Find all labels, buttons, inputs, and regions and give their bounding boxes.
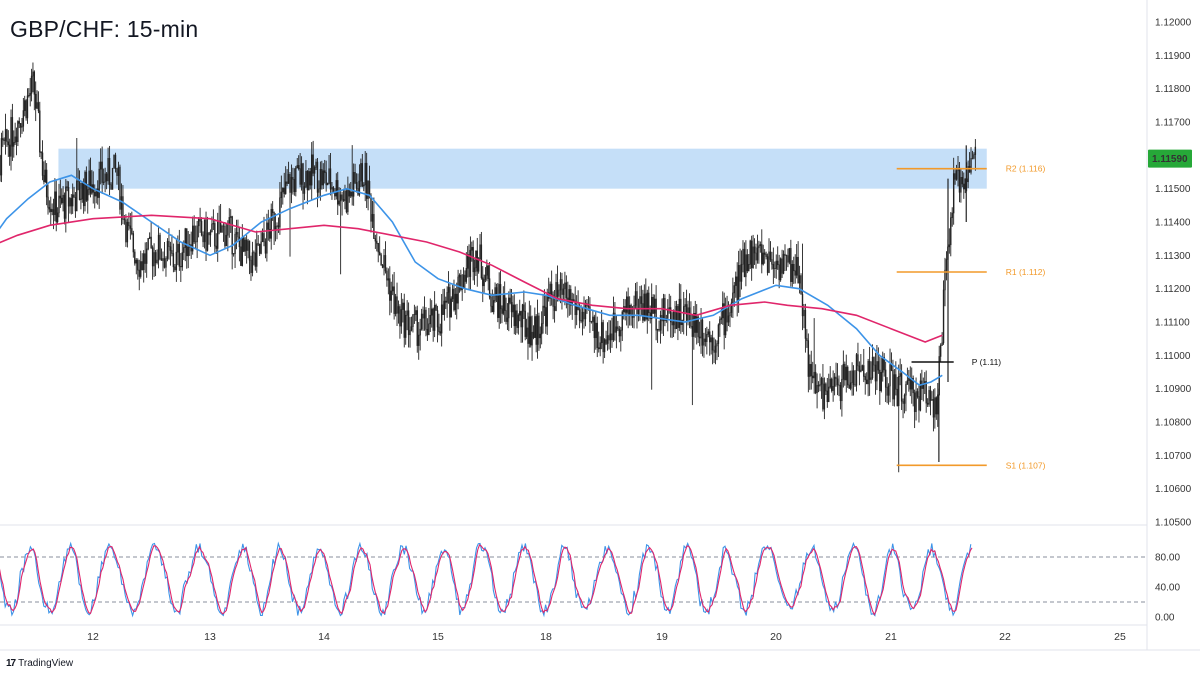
price-badge xyxy=(1148,149,1192,168)
chart-title: GBP/CHF: 15-min xyxy=(10,16,199,42)
date-tick-label: 20 xyxy=(770,631,782,643)
date-tick-label: 22 xyxy=(999,631,1011,643)
date-tick-label: 25 xyxy=(1114,631,1126,643)
price-tick-label: 1.10900 xyxy=(1155,384,1192,395)
price-tick-label: 1.11400 xyxy=(1155,218,1191,229)
price-pane[interactable]: R2 (1.116) R1 (1.112) P (1.11) S1 (1.107) xyxy=(0,62,1046,473)
stochastic-tick-label: 80.00 xyxy=(1155,553,1180,564)
price-tick-label: 1.10800 xyxy=(1155,418,1192,429)
brand-label: TradingView xyxy=(18,658,74,669)
date-tick-label: 19 xyxy=(656,631,668,643)
level-label-s1: S1 (1.107) xyxy=(1006,460,1046,470)
stochastic-d-line xyxy=(0,544,973,616)
tradingview-brand[interactable]: 17 TradingView xyxy=(6,658,73,669)
price-tick-label: 1.10600 xyxy=(1155,484,1192,495)
level-label-r2: R2 (1.116) xyxy=(1006,164,1046,174)
price-tick-label: 1.11000 xyxy=(1155,351,1191,362)
price-tick-label: 1.10700 xyxy=(1155,451,1192,462)
date-tick-label: 18 xyxy=(540,631,552,643)
price-tick-label: 1.11900 xyxy=(1155,51,1191,62)
date-tick-label: 12 xyxy=(87,631,99,643)
price-tick-label: 1.12000 xyxy=(1155,18,1192,29)
moving-average-fast xyxy=(0,174,943,387)
price-tick-label: 1.11300 xyxy=(1155,251,1191,262)
stochastic-k-line xyxy=(0,541,972,618)
tradingview-logo-icon: 17 xyxy=(6,658,16,669)
level-label-r1: R1 (1.112) xyxy=(1006,267,1046,277)
price-badge-text: 1.11590 xyxy=(1152,154,1188,165)
stochastic-tick-label: 0.00 xyxy=(1155,613,1175,624)
price-tick-label: 1.11500 xyxy=(1155,184,1191,195)
price-tick-label: 1.11800 xyxy=(1155,84,1191,95)
stochastic-pane[interactable] xyxy=(0,541,1147,618)
price-tick-label: 1.11100 xyxy=(1155,318,1190,329)
stochastic-tick-label: 40.00 xyxy=(1155,583,1180,594)
level-label-pivot: P (1.11) xyxy=(972,357,1002,367)
date-tick-label: 15 xyxy=(432,631,444,643)
date-tick-label: 21 xyxy=(885,631,897,643)
price-tick-label: 1.11700 xyxy=(1155,118,1191,129)
date-tick-label: 13 xyxy=(204,631,216,643)
date-tick-label: 14 xyxy=(318,631,330,643)
price-tick-label: 1.10500 xyxy=(1155,518,1192,529)
resistance-zone xyxy=(58,148,987,189)
moving-average-slow xyxy=(0,214,943,343)
price-tick-label: 1.11200 xyxy=(1155,284,1191,295)
axes: 1.120001.119001.118001.117001.116001.115… xyxy=(0,0,1200,651)
